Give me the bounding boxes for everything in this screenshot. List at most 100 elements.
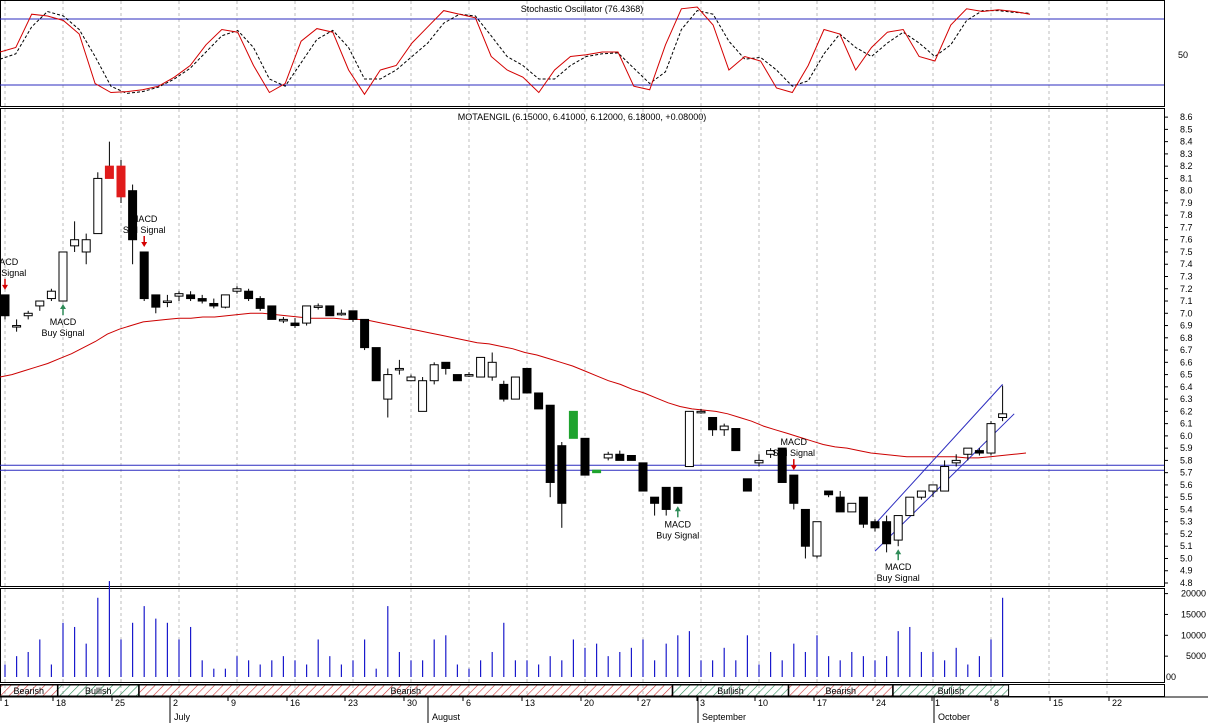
x-tick-day-11: 27 <box>641 698 651 708</box>
candle-body-23 <box>267 305 277 320</box>
signal-label-line1: MACD <box>781 437 808 447</box>
price-ytick-label-27: 5.9 <box>1180 443 1193 453</box>
trend-band-rect <box>788 684 894 697</box>
price-ytick-label-21: 6.5 <box>1180 370 1193 380</box>
price-ytick-label-28: 5.8 <box>1180 455 1193 465</box>
x-month-label-1: August <box>432 712 461 722</box>
candle-body-7 <box>81 239 91 253</box>
candle-body-0 <box>0 294 10 317</box>
price-ytick-label-18: 6.8 <box>1180 333 1193 343</box>
signal-label-line2: Buy Signal <box>877 573 920 583</box>
candle-body-45 <box>522 367 532 394</box>
candle-body-14 <box>162 300 172 304</box>
price-ytick-label-34: 5.2 <box>1180 529 1193 539</box>
price-ytick-label-3: 8.3 <box>1180 149 1193 159</box>
candle-body-72 <box>835 496 845 513</box>
trend-band-rect <box>57 684 140 697</box>
volume-ytick-label-1: 15000 <box>1181 609 1206 619</box>
price-ytick-label-6: 8.0 <box>1180 186 1193 196</box>
x-tick-day-15: 24 <box>876 698 886 708</box>
candle-body-60 <box>696 410 706 414</box>
candle-body-33 <box>383 374 393 400</box>
moving-average-line <box>0 312 1027 459</box>
volume-bars <box>4 581 1004 677</box>
price-ytick-label-19: 6.7 <box>1180 345 1193 355</box>
price-ytick-label-8: 7.8 <box>1180 210 1193 220</box>
candle-body-41 <box>476 356 486 378</box>
price-ytick-label-38: 4.8 <box>1180 578 1193 588</box>
candle-body-81 <box>940 466 950 492</box>
signal-label-line2: Sell Signal <box>773 448 816 458</box>
sell-arrowhead-icon <box>141 241 148 247</box>
trend-band-label: Bullish <box>938 686 965 696</box>
candle-body-78 <box>905 496 915 517</box>
candle-body-20 <box>232 288 242 292</box>
candle-body-35 <box>406 376 416 382</box>
trend-band-bulls-1: Bullish <box>57 684 140 697</box>
candle-body-28 <box>325 305 335 317</box>
candle-body-76 <box>882 521 892 545</box>
stochastic-ytick-50: 50 <box>1178 50 1188 60</box>
candle-body-62 <box>719 425 729 431</box>
candle-body-29 <box>336 312 346 316</box>
trend-band-label: Bearish <box>825 686 856 696</box>
candle-body-17 <box>197 298 207 302</box>
candle-body-6 <box>70 239 80 247</box>
candle-body-32 <box>371 347 381 382</box>
candle-body-31 <box>360 318 370 349</box>
price-ytick-label-13: 7.3 <box>1180 272 1193 282</box>
price-ytick-label-24: 6.2 <box>1180 406 1193 416</box>
price-ytick-label-1: 8.5 <box>1180 124 1193 134</box>
candle-body-44 <box>510 376 520 400</box>
price-y-axis: 8.6 8.5 8.4 8.3 8.2 8.1 8.0 7.9 7.8 7.7 7.6 7.5 7.4 7… <box>1164 112 1193 588</box>
signal-label-line1: MACD <box>131 214 158 224</box>
price-ytick-label-7: 7.9 <box>1180 198 1193 208</box>
price-ytick-label-14: 7.2 <box>1180 284 1193 294</box>
volume-corner-label: 00 <box>1166 672 1176 682</box>
trend-band-label: Bearish <box>13 686 44 696</box>
price-ytick-label-12: 7.4 <box>1180 259 1193 269</box>
price-ytick-label-37: 4.9 <box>1180 566 1193 576</box>
price-ytick-label-5: 8.1 <box>1180 173 1193 183</box>
signal-label-line2: Buy Signal <box>656 530 699 540</box>
price-ytick-label-29: 5.7 <box>1180 468 1193 478</box>
candle-body-86 <box>998 413 1008 418</box>
candle-body-63 <box>731 428 741 452</box>
candle-body-75 <box>870 521 880 529</box>
x-tick-day-9: 13 <box>525 698 535 708</box>
stochastic-title: Stochastic Oscillator (76.4368) <box>521 4 644 14</box>
volume-ytick-label-3: 5000 <box>1186 651 1206 661</box>
candle-body-61 <box>708 416 718 431</box>
candle-body-47 <box>545 404 555 483</box>
price-ytick-label-10: 7.6 <box>1180 235 1193 245</box>
candle-body-38 <box>441 361 451 369</box>
candle-body-82 <box>951 459 961 464</box>
candle-body-16 <box>186 294 196 300</box>
stochastic-k-line <box>0 6 1031 96</box>
trend-band-strip: Bearish Bullish Bearish Bullish Bearish Bulli… <box>0 684 1010 697</box>
candle-body-5 <box>58 251 68 302</box>
x-tick-day-6: 23 <box>348 698 358 708</box>
trend-band-label: Bullish <box>85 686 112 696</box>
buy-arrowhead-icon <box>674 506 681 512</box>
price-ytick-label-11: 7.5 <box>1180 247 1193 257</box>
candle-body-42 <box>487 361 497 378</box>
trend-band-bears-0: Bearish <box>0 684 58 697</box>
vertical-gridlines <box>4 1 1108 697</box>
candle-body-12 <box>139 251 149 300</box>
candle-body-73 <box>847 502 857 513</box>
trend-band-rect <box>892 684 1010 697</box>
candle-body-25 <box>290 322 300 327</box>
trend-band-rect <box>672 684 789 697</box>
candle-body-2 <box>23 312 33 317</box>
candle-body-57 <box>661 486 671 510</box>
trend-band-bears-4: Bearish <box>788 684 894 697</box>
signal-label-line1: MACD <box>50 317 77 327</box>
price-panel: MOTAENGIL (6.15000, 6.41000, 6.12000, 6.… <box>0 112 1193 588</box>
candle-body-49 <box>568 410 578 439</box>
